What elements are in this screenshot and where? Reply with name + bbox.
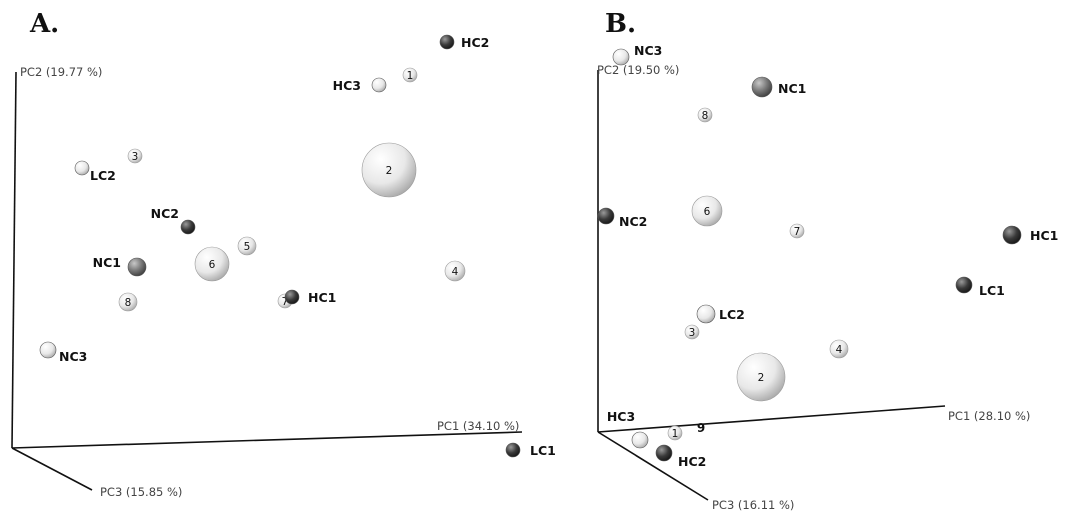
panel-a-cluster-8-sphere — [118, 292, 138, 312]
panel-b-sample-nc1-label: NC1 — [778, 81, 806, 96]
panel-b-sample-hc1-label: HC1 — [1030, 228, 1058, 243]
panel-a-marks: 1 2 3 4 5 6 7 8 HC2 HC3 LC2 NC2 NC1 HC1 NC3 LC1 — [39, 34, 556, 458]
panel-b-x-axis-label: PC1 (28.10 %) — [948, 409, 1030, 423]
panel-b-sample-hc2-sphere — [655, 444, 673, 462]
panel-a-cluster-4-label: 4 — [452, 266, 459, 278]
panel-a-cluster-4-sphere — [444, 260, 466, 282]
panel-a-cluster-1-label: 1 — [407, 70, 414, 82]
panel-a-cluster-5-sphere — [237, 236, 257, 256]
panel-a-y-axis-label: PC2 (19.77 %) — [20, 65, 102, 79]
panel-b-sample-nc3-sphere — [612, 48, 630, 66]
panel-b-y-axis-label: PC2 (19.50 %) — [597, 63, 679, 77]
panel-b-cluster-8-sphere — [697, 107, 713, 123]
panel-a-cluster-5-label: 5 — [244, 241, 251, 253]
panel-b-cluster-6-label: 6 — [704, 206, 711, 218]
panel-b-sample-lc1-sphere — [955, 276, 973, 294]
panel-a-cluster-2-sphere — [361, 142, 417, 198]
panel-a-cluster-7-label: 7 — [282, 296, 289, 308]
panel-b-z-axis — [597, 431, 709, 501]
panel-b-sample-hc2-label: HC2 — [678, 454, 706, 469]
panel-a-x-axis-label: PC1 (34.10 %) — [437, 419, 519, 433]
panel-a-z-axis — [11, 447, 93, 491]
panel-a-z-axis-label: PC3 (15.85 %) — [100, 485, 182, 499]
panel-b-cluster-3-label: 3 — [689, 327, 696, 339]
panel-b-cluster-8-label: 8 — [702, 110, 709, 122]
panel-b-cluster-7-label: 7 — [794, 226, 801, 238]
panel-b-sample-hc1-sphere — [1002, 225, 1022, 245]
panel-b-sample-nc2-sphere — [597, 207, 615, 225]
panel-b-sample-lc1-label: LC1 — [979, 283, 1005, 298]
panel-b-cluster-1-sphere — [667, 425, 683, 441]
panel-a-cluster-3-label: 3 — [132, 151, 139, 163]
panel-b-marks: 8 6 7 3 4 2 1 9 NC3 NC1 NC2 HC1 LC1 LC2 HC3 HC2 — [597, 43, 1058, 469]
panel-a-cluster-6-sphere — [194, 246, 230, 282]
panel-b-z-axis-label: PC3 (16.11 %) — [712, 498, 794, 512]
panel-b-cluster-2-sphere — [736, 352, 786, 402]
panel-b-sample-nc2-label: NC2 — [619, 214, 647, 229]
panel-b-sample-hc3-label: HC3 — [607, 409, 635, 424]
panel-b-x-axis — [597, 405, 946, 433]
panel-a-sample-hc1-label: HC1 — [308, 290, 336, 305]
panel-b-sample-hc3-sphere — [631, 431, 649, 449]
panel-a-y-axis — [11, 71, 17, 449]
panel-a-sample-nc2-sphere — [180, 219, 196, 235]
panel-a-sample-nc1-sphere — [127, 257, 147, 277]
panel-a-x-axis — [11, 431, 523, 449]
panel-b-cluster-9-label: 9 — [697, 421, 705, 435]
panel-a-cluster-6-label: 6 — [209, 259, 216, 271]
panel-a-sample-nc3-sphere — [39, 341, 57, 359]
panel-b-cluster-4-label: 4 — [836, 344, 843, 356]
panel-a-sample-lc1-sphere — [505, 442, 521, 458]
panel-a-sample-hc3-label: HC3 — [333, 78, 361, 93]
panel-b-sample-nc1-sphere — [751, 76, 773, 98]
panel-a-cluster-3-sphere — [127, 148, 143, 164]
panel-b-label: B. — [605, 9, 636, 39]
panel-a-sample-lc2-sphere — [74, 160, 90, 176]
panel-b: B. PC2 (19.50 %) PC1 (28.10 %) PC3 (16.1… — [597, 9, 1058, 512]
panel-b-sample-lc2-sphere — [696, 304, 716, 324]
panel-a-sample-nc2-label: NC2 — [151, 206, 179, 221]
panel-a-cluster-1-sphere — [402, 67, 418, 83]
panel-b-cluster-3-sphere — [684, 324, 700, 340]
panel-a-sample-hc1-sphere — [284, 289, 300, 305]
panel-a-sample-hc2-sphere — [439, 34, 455, 50]
panel-a-sample-lc2-label: LC2 — [90, 168, 116, 183]
panel-b-cluster-4-sphere — [829, 339, 849, 359]
panel-b-cluster-6-sphere — [691, 195, 723, 227]
panel-a-sample-hc3-sphere — [371, 77, 387, 93]
panel-a: A. PC2 (19.77 %) PC1 (34.10 %) PC3 (15.8… — [11, 9, 556, 499]
panel-a-sample-hc2-label: HC2 — [461, 35, 489, 50]
panel-b-cluster-7-sphere — [789, 223, 805, 239]
panel-a-sample-lc1-label: LC1 — [530, 443, 556, 458]
panel-a-label: A. — [29, 9, 59, 39]
panel-a-cluster-8-label: 8 — [125, 297, 132, 309]
panel-a-sample-nc1-label: NC1 — [93, 255, 121, 270]
panel-a-cluster-2-label: 2 — [386, 165, 393, 177]
panel-b-sample-lc2-label: LC2 — [719, 307, 745, 322]
panel-b-cluster-1-label: 1 — [672, 428, 679, 440]
panel-b-cluster-2-label: 2 — [758, 372, 765, 384]
panel-b-sample-nc3-label: NC3 — [634, 43, 662, 58]
panel-a-sample-nc3-label: NC3 — [59, 349, 87, 364]
